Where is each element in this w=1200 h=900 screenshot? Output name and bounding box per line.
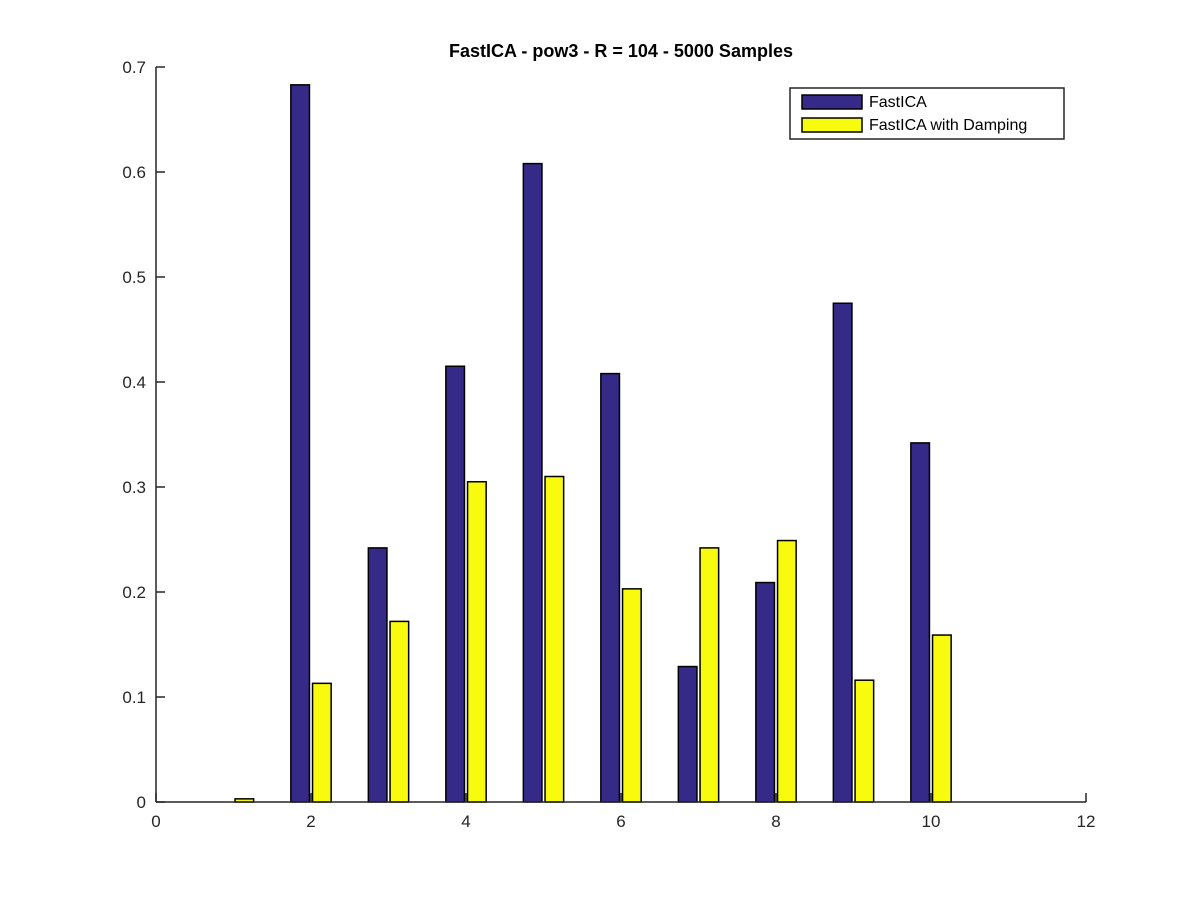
x-tick-label: 0	[151, 812, 160, 831]
legend-label-fastica: FastICA	[869, 94, 927, 111]
bar-fastica-damping-8	[776, 539, 797, 803]
bar-fastica-5	[522, 162, 543, 803]
chart-title: FastICA - pow3 - R = 104 - 5000 Samples	[449, 41, 793, 61]
legend: FastICA FastICA with Damping	[789, 87, 1065, 140]
y-tick-label: 0.1	[122, 688, 146, 707]
bar-fastica-damping-10	[931, 634, 952, 803]
x-tick-label: 10	[922, 812, 941, 831]
y-tick-label: 0.3	[122, 478, 146, 497]
bar-fastica-damping-2	[311, 682, 332, 803]
bar-fastica-damping-9	[854, 679, 875, 803]
y-tick-label: 0.6	[122, 163, 146, 182]
bar-fastica-damping-5	[544, 475, 565, 803]
bar-fastica-damping-6	[621, 588, 642, 803]
x-tick-label: 6	[616, 812, 625, 831]
bar-fastica-damping-4	[466, 481, 487, 803]
y-tick-label: 0	[137, 793, 146, 812]
x-tick-label: 2	[306, 812, 315, 831]
bar-fastica-damping-7	[699, 547, 720, 803]
plot-area	[156, 67, 1086, 802]
bar-fastica-4	[445, 365, 466, 803]
x-tick-label: 12	[1077, 812, 1096, 831]
legend-swatch-fastica-damping	[801, 117, 863, 133]
bar-fastica-8	[755, 581, 776, 803]
y-ticks-group: 0 0.1 0.2 0.3 0.4 0.5 0.6 0.7	[122, 58, 165, 812]
x-tick-label: 8	[771, 812, 780, 831]
x-ticks-group: 0 2 4 6 8 10 12	[151, 793, 1095, 831]
bars-group	[234, 84, 952, 803]
bar-fastica-10	[910, 442, 931, 803]
y-tick-label: 0.5	[122, 268, 146, 287]
legend-swatch-fastica	[801, 94, 863, 110]
y-tick-label: 0.2	[122, 583, 146, 602]
x-tick-label: 4	[461, 812, 470, 831]
bar-fastica-2	[290, 84, 311, 803]
bar-fastica-3	[367, 547, 388, 803]
bar-fastica-6	[600, 372, 621, 803]
y-tick-label: 0.7	[122, 58, 146, 77]
bar-fastica-damping-3	[389, 620, 410, 803]
legend-label-fastica-damping: FastICA with Damping	[869, 117, 1027, 134]
y-tick-label: 0.4	[122, 373, 146, 392]
bar-fastica-9	[832, 302, 853, 803]
bar-fastica-7	[677, 665, 698, 803]
